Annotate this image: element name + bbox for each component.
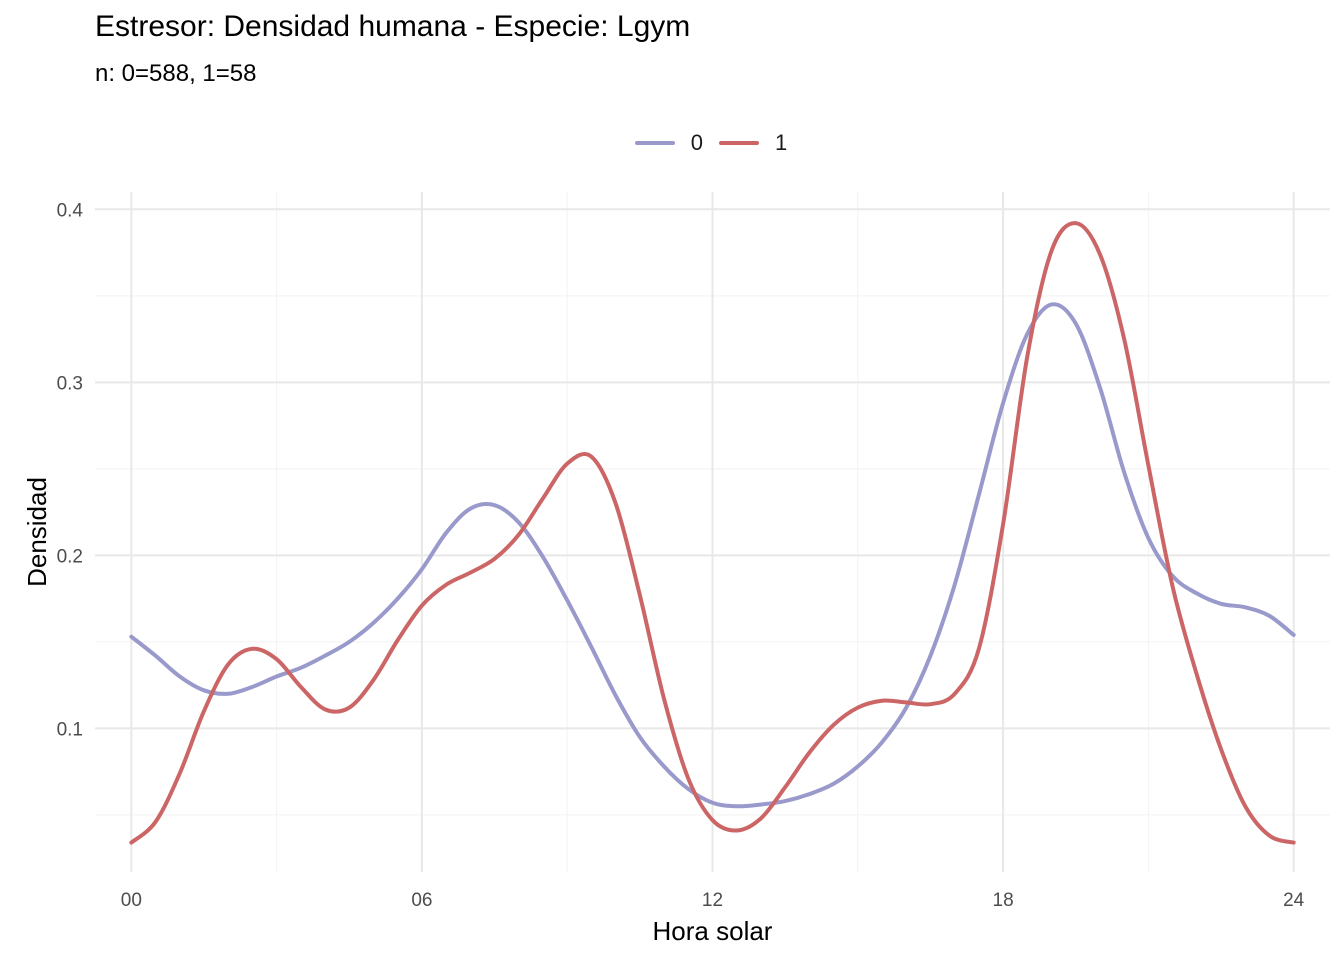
y-tick-label: 0.2 xyxy=(57,546,83,567)
legend-label-0: 0 xyxy=(690,130,703,155)
chart-subtitle: n: 0=588, 1=58 xyxy=(95,60,257,87)
y-tick-label: 0.3 xyxy=(57,373,83,394)
x-tick-label: 00 xyxy=(121,890,142,911)
y-tick-label: 0.4 xyxy=(57,200,84,221)
x-tick-label: 18 xyxy=(993,890,1014,911)
legend: 0 1 xyxy=(0,130,1344,156)
series-line-1 xyxy=(129,221,1296,845)
x-tick-label: 24 xyxy=(1283,890,1305,911)
legend-item-0: 0 xyxy=(634,130,703,156)
legend-item-1: 1 xyxy=(719,130,787,156)
x-axis-title: Hora solar xyxy=(653,916,773,946)
legend-swatch-0 xyxy=(634,141,675,145)
series-line-0 xyxy=(129,302,1296,809)
x-tick-label: 12 xyxy=(702,890,723,911)
legend-swatch-1 xyxy=(719,141,759,145)
y-tick-label: 0.1 xyxy=(57,719,83,740)
x-tick-label: 06 xyxy=(411,890,432,911)
y-axis-title: Densidad xyxy=(22,477,52,587)
legend-label-1: 1 xyxy=(775,130,788,155)
chart-title: Estresor: Densidad humana - Especie: Lgy… xyxy=(95,10,691,43)
